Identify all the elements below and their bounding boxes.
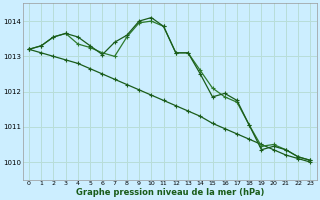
X-axis label: Graphe pression niveau de la mer (hPa): Graphe pression niveau de la mer (hPa) bbox=[76, 188, 264, 197]
